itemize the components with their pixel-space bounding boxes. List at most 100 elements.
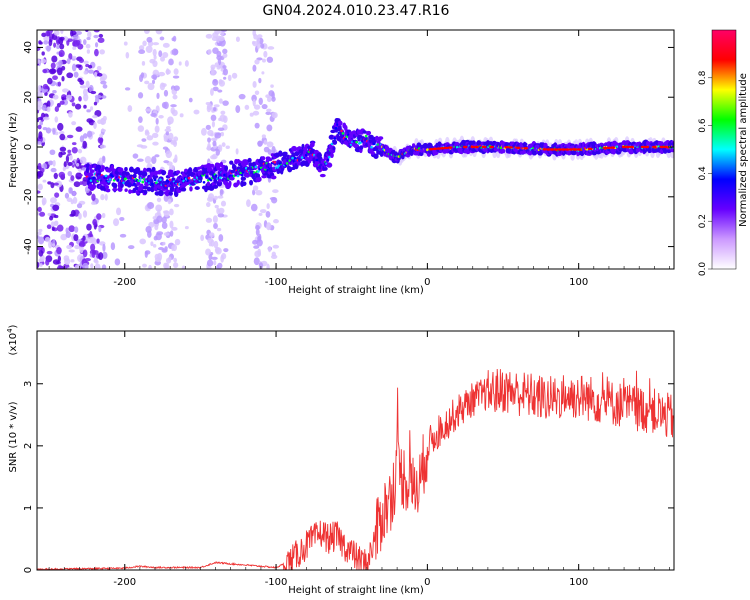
noise-speckle [75, 64, 82, 68]
ridge-mark [332, 139, 338, 145]
noise-speckle [92, 218, 98, 226]
noise-speckle [97, 119, 103, 124]
noise-speckle [163, 210, 170, 217]
noise-speckle [56, 102, 61, 108]
noise-speckle [145, 226, 152, 233]
noise-speckle [51, 226, 55, 231]
noise-speckle [163, 232, 170, 236]
ridge-core [257, 170, 260, 173]
ridge-core [159, 178, 162, 181]
noise-speckle [88, 84, 94, 93]
ridge-peak [553, 148, 559, 151]
noise-speckle [101, 264, 107, 269]
noise-speckle [45, 259, 50, 266]
noise-speckle [66, 72, 74, 79]
noise-speckle [74, 264, 80, 269]
noise-speckle [71, 121, 77, 126]
colorbar-tick-label: 0.8 [698, 70, 708, 85]
noise-speckle [218, 207, 225, 214]
ridge-core [328, 155, 331, 159]
ridge-mark [205, 162, 212, 169]
noise-speckle [139, 238, 147, 245]
noise-speckle [88, 69, 95, 74]
ridge-mark [232, 164, 237, 171]
noise-speckle [263, 146, 270, 153]
noise-speckle [52, 75, 58, 81]
noise-speckle [172, 94, 178, 100]
ridge-mark [189, 186, 193, 192]
noise-speckle [154, 224, 159, 231]
noise-speckle [56, 224, 64, 232]
noise-speckle [172, 75, 180, 79]
noise-speckle [90, 263, 94, 269]
noise-speckle [39, 263, 43, 267]
ridge-core [340, 129, 343, 133]
noise-speckle [220, 30, 228, 33]
noise-speckle [132, 153, 139, 159]
noise-speckle [252, 98, 256, 107]
colorbar-tick-label: 0.0 [698, 262, 708, 277]
noise-speckle [152, 244, 157, 248]
noise-speckle [167, 198, 172, 205]
colorbar-label: Normalized spectral amplitude [738, 73, 749, 227]
noise-speckle [152, 141, 159, 146]
ridge-core [92, 176, 96, 179]
noise-speckle [100, 118, 107, 125]
ridge-mark [360, 130, 364, 135]
noise-speckle [147, 202, 155, 210]
noise-speckle [86, 118, 94, 123]
noise-speckle [127, 245, 135, 250]
noise-speckle [99, 133, 104, 139]
colorbar-tick-label: 0.2 [698, 214, 708, 228]
noise-speckle [155, 117, 159, 125]
ridge-mark [419, 151, 424, 157]
noise-speckle [73, 234, 79, 242]
noise-speckle [235, 36, 240, 42]
noise-speckle [86, 36, 91, 41]
noise-speckle [55, 180, 63, 188]
ridge-core [285, 162, 289, 165]
noise-speckle [207, 237, 214, 244]
noise-speckle [154, 125, 160, 133]
noise-speckle [252, 64, 257, 72]
noise-speckle [114, 258, 121, 266]
ridge-mark [188, 167, 193, 173]
noise-speckle [57, 122, 64, 131]
noise-speckle [46, 45, 51, 52]
noise-speckle [158, 71, 166, 77]
noise-speckle [207, 137, 211, 143]
noise-speckle [53, 214, 59, 219]
noise-speckle [86, 49, 91, 54]
noise-speckle [170, 139, 176, 144]
noise-speckle [156, 231, 164, 236]
noise-speckle [167, 256, 172, 262]
noise-speckle [152, 216, 157, 220]
noise-speckle [258, 212, 263, 216]
noise-speckle [206, 259, 214, 267]
noise-speckle [251, 94, 257, 102]
ridge-core [333, 137, 337, 140]
noise-speckle [257, 248, 261, 256]
noise-speckle [37, 183, 43, 191]
noise-speckle [42, 162, 48, 170]
noise-speckle [193, 109, 200, 115]
noise-speckle [79, 245, 84, 254]
ridge-peak [587, 147, 593, 151]
noise-speckle [211, 153, 218, 160]
ridge-mark [128, 166, 134, 173]
chart-title: GN04.2024.010.23.47.R16 [263, 3, 450, 19]
noise-speckle [56, 44, 60, 49]
noise-speckle [269, 197, 277, 201]
noise-speckle [102, 251, 108, 260]
noise-speckle [66, 94, 73, 101]
noise-speckle [66, 134, 74, 139]
noise-speckle [73, 71, 79, 78]
noise-speckle [58, 37, 64, 45]
noise-speckle [47, 160, 54, 166]
colorbar-gradient [712, 30, 736, 269]
noise-speckle [210, 88, 214, 96]
noise-speckle [145, 108, 152, 112]
ridge-peak [561, 148, 566, 151]
noise-speckle [258, 262, 264, 269]
ridge-core [277, 164, 281, 168]
